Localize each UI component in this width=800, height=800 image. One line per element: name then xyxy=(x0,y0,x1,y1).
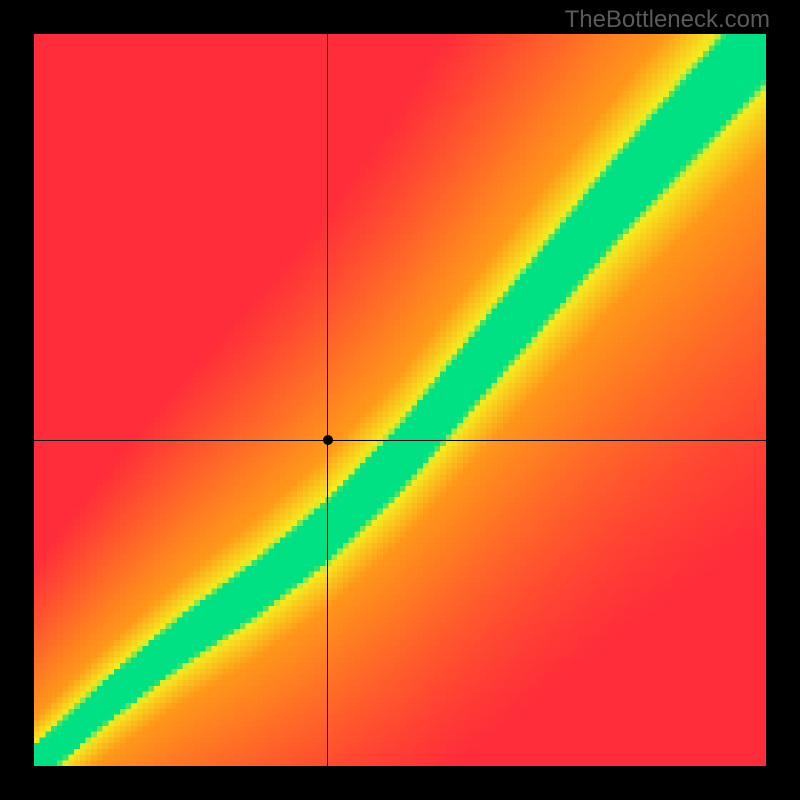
stage: TheBottleneck.com xyxy=(0,0,800,800)
crosshair-horizontal xyxy=(34,440,766,441)
crosshair-dot xyxy=(323,435,333,445)
heatmap-plot xyxy=(34,34,766,766)
crosshair-vertical xyxy=(327,34,328,766)
watermark-text: TheBottleneck.com xyxy=(565,6,770,34)
heatmap-canvas xyxy=(34,34,766,766)
